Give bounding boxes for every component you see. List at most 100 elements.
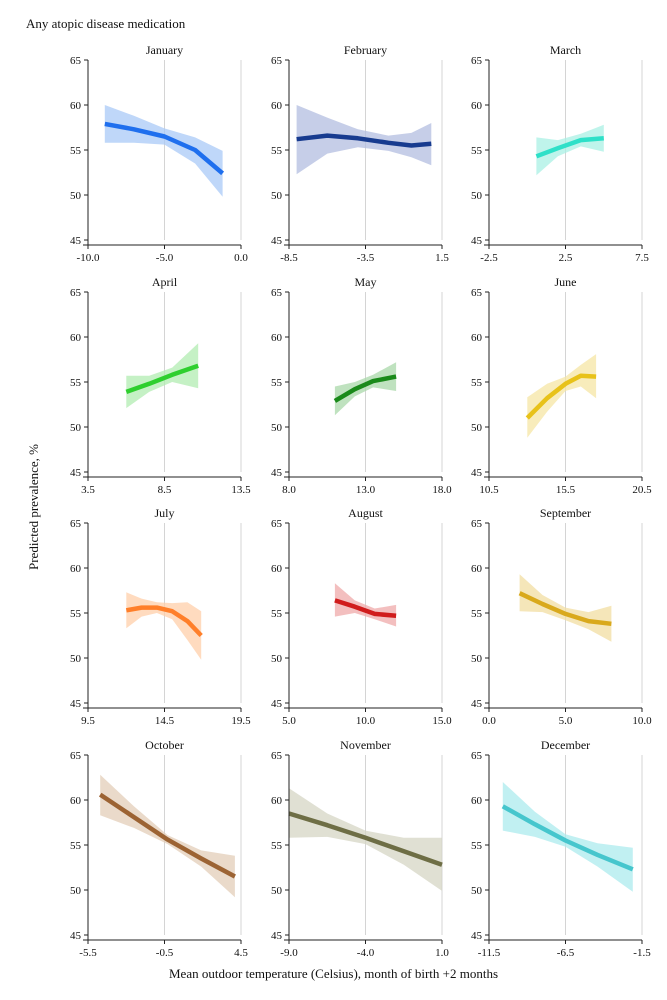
y-tick-label: 50 — [271, 190, 283, 202]
panel-title: January — [146, 43, 183, 57]
y-tick-label: 55 — [271, 145, 283, 157]
y-tick-label: 45 — [70, 698, 82, 710]
confidence-band — [126, 343, 199, 409]
y-tick-label: 45 — [471, 235, 483, 247]
x-tick-label: -4.0 — [357, 947, 375, 959]
x-tick-label: -5.0 — [156, 252, 174, 264]
fit-line — [125, 605, 203, 638]
y-tick-label: 60 — [70, 795, 82, 807]
panel-title: November — [340, 738, 391, 752]
x-tick-label: 15.5 — [556, 484, 576, 496]
panel-march: March 45 50 55 60 65 -2.5 2.5 7.5 — [471, 43, 649, 264]
x-tick-label: -8.5 — [280, 252, 298, 264]
x-tick-label: 18.0 — [432, 484, 452, 496]
y-tick-label: 55 — [471, 377, 483, 389]
panel-april: April 45 50 55 60 65 3.5 8.5 13.5 — [70, 275, 251, 496]
x-tick-label: 20.5 — [632, 484, 652, 496]
fit-line — [98, 792, 236, 879]
x-tick-label: 7.5 — [635, 252, 649, 264]
x-tick-label: 9.5 — [81, 715, 95, 727]
panel-september: September 45 50 55 60 65 0.0 5.0 10.0 — [471, 506, 652, 727]
x-tick-label: -2.5 — [480, 252, 498, 264]
confidence-band — [536, 124, 604, 176]
y-tick-label: 55 — [70, 840, 82, 852]
y-tick-label: 50 — [271, 653, 283, 665]
y-tick-label: 55 — [271, 608, 283, 620]
panel-title: February — [344, 43, 387, 57]
y-tick-label: 60 — [471, 100, 483, 112]
y-tick-label: 50 — [70, 190, 82, 202]
confidence-band — [100, 774, 235, 898]
x-tick-label: 13.0 — [356, 484, 376, 496]
panel-may: May 45 50 55 60 65 8.0 13.0 18.0 — [271, 275, 452, 496]
x-tick-label: 14.5 — [155, 715, 175, 727]
y-tick-label: 45 — [471, 467, 483, 479]
y-tick-label: 50 — [70, 653, 82, 665]
y-tick-label: 45 — [471, 930, 483, 942]
y-tick-label: 60 — [70, 563, 82, 575]
y-tick-label: 60 — [271, 100, 283, 112]
fit-line — [334, 598, 397, 618]
x-tick-label: 15.0 — [432, 715, 452, 727]
y-tick-label: 55 — [70, 377, 82, 389]
y-tick-label: 55 — [70, 608, 82, 620]
fit-line — [125, 363, 199, 395]
y-tick-label: 50 — [70, 422, 82, 434]
y-tick-label: 65 — [271, 750, 283, 762]
x-tick-label: -11.5 — [478, 947, 501, 959]
figure-x-axis-label: Mean outdoor temperature (Celsius), mont… — [168, 966, 499, 981]
x-tick-label: 2.5 — [559, 252, 573, 264]
y-tick-label: 45 — [271, 930, 283, 942]
y-tick-label: 65 — [471, 750, 483, 762]
x-tick-label: 10.0 — [356, 715, 376, 727]
x-tick-label: 13.5 — [231, 484, 251, 496]
x-tick-label: 1.0 — [435, 947, 449, 959]
y-tick-label: 50 — [471, 885, 483, 897]
fit-line — [288, 811, 443, 867]
x-tick-label: -9.0 — [280, 947, 298, 959]
panel-title: April — [152, 275, 178, 289]
x-tick-label: 8.5 — [158, 484, 172, 496]
y-tick-label: 60 — [471, 795, 483, 807]
panel-december: December 45 50 55 60 65 -11.5 -6.5 -1.5 — [471, 738, 651, 959]
x-tick-label: 1.5 — [435, 252, 449, 264]
panel-title: October — [145, 738, 184, 752]
panel-july: July 45 50 55 60 65 9.5 14.5 19.5 — [70, 506, 251, 727]
fit-line — [296, 133, 432, 148]
confidence-band — [527, 354, 597, 438]
panel-february: February 45 50 55 60 65 -8.5 -3.5 1.5 — [271, 43, 449, 264]
y-tick-label: 60 — [271, 795, 283, 807]
y-tick-label: 55 — [271, 840, 283, 852]
confidence-band — [104, 105, 223, 197]
x-tick-label: 19.5 — [231, 715, 251, 727]
y-tick-label: 65 — [271, 518, 283, 530]
y-tick-label: 60 — [70, 100, 82, 112]
y-tick-label: 65 — [271, 287, 283, 299]
panel-title: December — [541, 738, 590, 752]
x-tick-label: -3.5 — [357, 252, 375, 264]
panel-january: January 45 50 55 60 65 -10.0 -5.0 0.0 — [70, 43, 248, 264]
y-tick-label: 50 — [471, 190, 483, 202]
y-tick-label: 65 — [70, 55, 82, 67]
confidence-band — [502, 782, 633, 892]
panel-title: September — [540, 506, 591, 520]
y-tick-label: 50 — [471, 653, 483, 665]
x-tick-label: 4.5 — [234, 947, 248, 959]
fit-line — [535, 136, 604, 159]
y-tick-label: 65 — [471, 287, 483, 299]
confidence-band — [334, 362, 397, 416]
y-tick-label: 50 — [471, 422, 483, 434]
x-tick-label: 5.0 — [282, 715, 296, 727]
y-tick-label: 60 — [70, 332, 82, 344]
panel-august: August 45 50 55 60 65 5.0 10.0 15.0 — [271, 506, 452, 727]
y-tick-label: 50 — [271, 885, 283, 897]
y-tick-label: 55 — [471, 145, 483, 157]
x-tick-label: -6.5 — [557, 947, 575, 959]
y-tick-label: 65 — [70, 750, 82, 762]
y-tick-label: 65 — [471, 518, 483, 530]
y-tick-label: 60 — [271, 563, 283, 575]
figure-title: Any atopic disease medication — [26, 16, 186, 31]
y-tick-label: 45 — [70, 930, 82, 942]
y-tick-label: 45 — [70, 235, 82, 247]
